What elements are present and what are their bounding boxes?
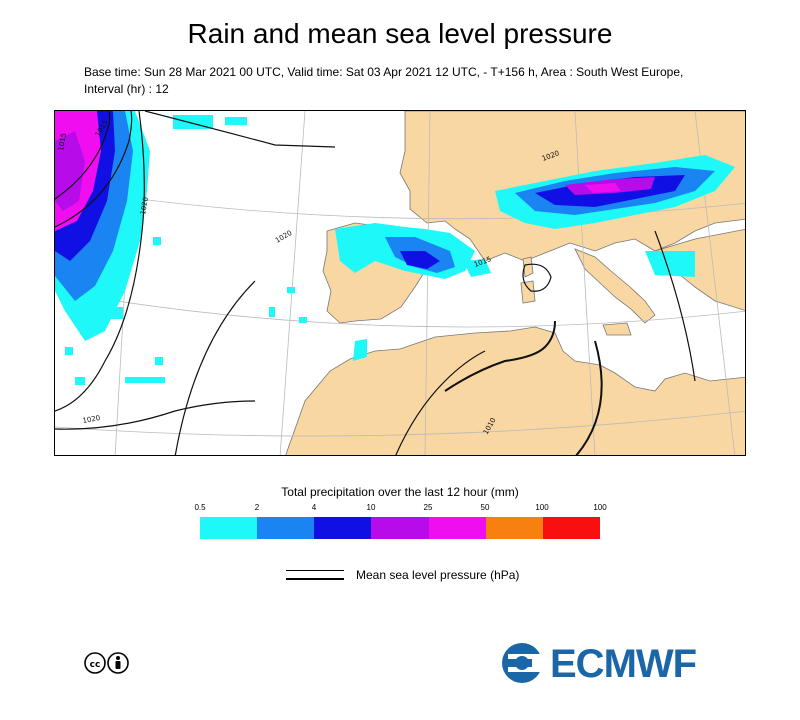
legend-tick: 10 bbox=[366, 503, 376, 512]
color-bar-segment bbox=[200, 517, 258, 539]
color-bar-segment bbox=[485, 517, 543, 539]
land-corsica bbox=[522, 256, 534, 278]
color-bar-segment bbox=[314, 517, 372, 539]
chart-title: Rain and mean sea level pressure bbox=[187, 18, 613, 49]
ecmwf-logo-icon bbox=[502, 643, 550, 683]
precipitation-color-bar bbox=[200, 517, 600, 539]
legend-tick: 50 bbox=[480, 503, 490, 512]
precipitation-legend-ticks: 0.5 2 4 10 25 50 100 100 bbox=[194, 503, 606, 515]
isobar-label: 1020 bbox=[82, 414, 101, 425]
isobar-label: 1015 bbox=[57, 132, 68, 151]
weather-map: 1015 1015 1020 1020 1020 1020 1015 1010 bbox=[54, 110, 746, 456]
land-sicily bbox=[602, 322, 632, 336]
svg-text:cc: cc bbox=[90, 660, 101, 670]
precipitation-scattered bbox=[65, 115, 307, 385]
legend-tick: 2 bbox=[254, 503, 260, 512]
land-sardinia bbox=[520, 280, 536, 304]
pressure-legend-label: Mean sea level pressure (hPa) bbox=[356, 568, 520, 582]
legend-tick: 100 bbox=[593, 503, 607, 512]
precipitation-iberia-med bbox=[335, 223, 491, 361]
isobars bbox=[55, 111, 696, 455]
chart-subtitle: Base time: Sun 28 Mar 2021 00 UTC, Valid… bbox=[84, 65, 684, 96]
land-italy bbox=[574, 248, 656, 324]
legend-tick: 25 bbox=[423, 503, 433, 512]
ecmwf-logo: ECMWF bbox=[498, 640, 720, 686]
ecmwf-logo-text: ECMWF bbox=[550, 642, 697, 686]
legend-tick: 4 bbox=[311, 503, 317, 512]
color-bar-segment bbox=[428, 517, 486, 539]
color-bar-segment bbox=[257, 517, 315, 539]
thick-isobar-line bbox=[286, 578, 344, 580]
legend-tick: 100 bbox=[535, 503, 549, 512]
legend-tick: 0.5 bbox=[194, 503, 206, 512]
color-bar-segment bbox=[371, 517, 429, 539]
creative-commons-by-icon: cc bbox=[84, 652, 130, 674]
precipitation-west-cyclone bbox=[55, 111, 150, 341]
pressure-legend: Mean sea level pressure (hPa) bbox=[286, 566, 586, 586]
precipitation-alps-balkans bbox=[495, 155, 735, 277]
thin-isobar-line bbox=[286, 570, 344, 571]
color-bar-segment bbox=[542, 517, 600, 539]
isobar-label: 1020 bbox=[139, 196, 150, 215]
precipitation-legend-title: Total precipitation over the last 12 hou… bbox=[281, 485, 519, 499]
